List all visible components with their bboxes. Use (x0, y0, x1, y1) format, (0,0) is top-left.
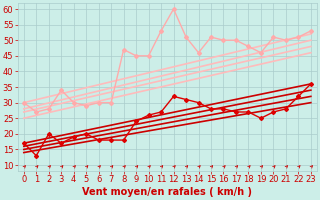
X-axis label: Vent moyen/en rafales ( km/h ): Vent moyen/en rafales ( km/h ) (82, 187, 252, 197)
